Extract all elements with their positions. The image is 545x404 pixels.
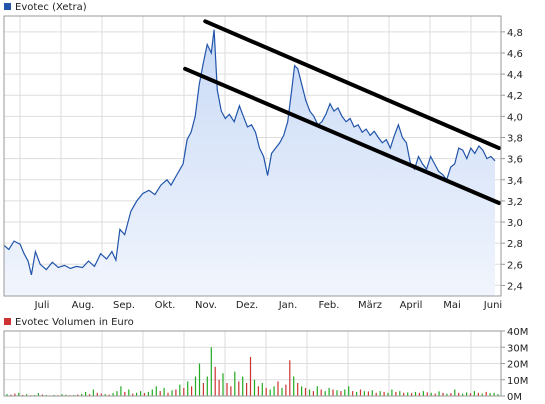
trend-channel-line [183,66,501,206]
price-y-axis: 4,8 4,6 4,4 4,2 4,0 3,8 3,6 3,4 3,2 3,0 2,8 2,6 2,4 [501,28,523,292]
month-label: Jan. [278,300,298,311]
price-y-tick-label: 3,4 [507,176,523,187]
price-y-tick-label: 4,6 [507,49,523,60]
price-y-tick-label: 4,4 [507,70,523,81]
price-y-tick-label: 3,0 [507,218,523,229]
price-y-tick-label: 4,2 [507,91,523,102]
month-label: Aug. [72,300,95,311]
volume-grid [4,330,501,397]
price-y-tick-label: 2,4 [507,281,523,292]
month-label: Juli [34,300,50,311]
month-label: März [358,300,382,311]
month-label: Mai [443,300,461,311]
price-plot-frame [3,15,502,297]
month-label: Nov. [195,300,217,311]
volume-y-tick-label: 30M [507,343,528,354]
price-y-tick-label: 4,8 [507,28,523,39]
price-y-tick-label: 2,6 [507,260,523,271]
price-area-fill [4,29,495,296]
month-label: Okt. [155,300,176,311]
price-legend-swatch [4,3,11,10]
month-label: Feb. [319,300,340,311]
price-y-tick-label: 3,2 [507,197,523,208]
volume-legend-label: Evotec Volumen in Euro [15,317,134,328]
price-y-tick-label: 4,0 [507,112,523,123]
volume-y-axis: 40M 30M 20M 10M 0M [501,327,528,403]
month-label: Juni [483,300,502,311]
volume-legend-swatch [4,318,11,325]
volume-y-tick-label: 20M [507,360,528,371]
month-label: April [400,300,423,311]
price-area-layer [4,29,496,296]
price-x-axis: Juli Aug. Sep. Okt. Nov. Dez. Jan. Feb. März Apri… [34,300,503,311]
volume-y-tick-label: 10M [507,376,528,387]
price-series-line [4,29,496,276]
trend-channel [183,19,501,206]
price-legend-label: Evotec (Xetra) [15,2,87,13]
trend-channel-line [203,19,501,151]
volume-y-tick-label: 0M [507,392,522,401]
price-y-tick-label: 3,8 [507,134,523,145]
price-y-tick-label: 2,8 [507,239,523,250]
month-label: Dez. [236,300,258,311]
price-y-tick-label: 3,6 [507,155,523,166]
volume-y-tick-label: 40M [507,327,528,338]
volume-bars-layer [6,347,499,396]
month-label: Sep. [113,300,135,311]
